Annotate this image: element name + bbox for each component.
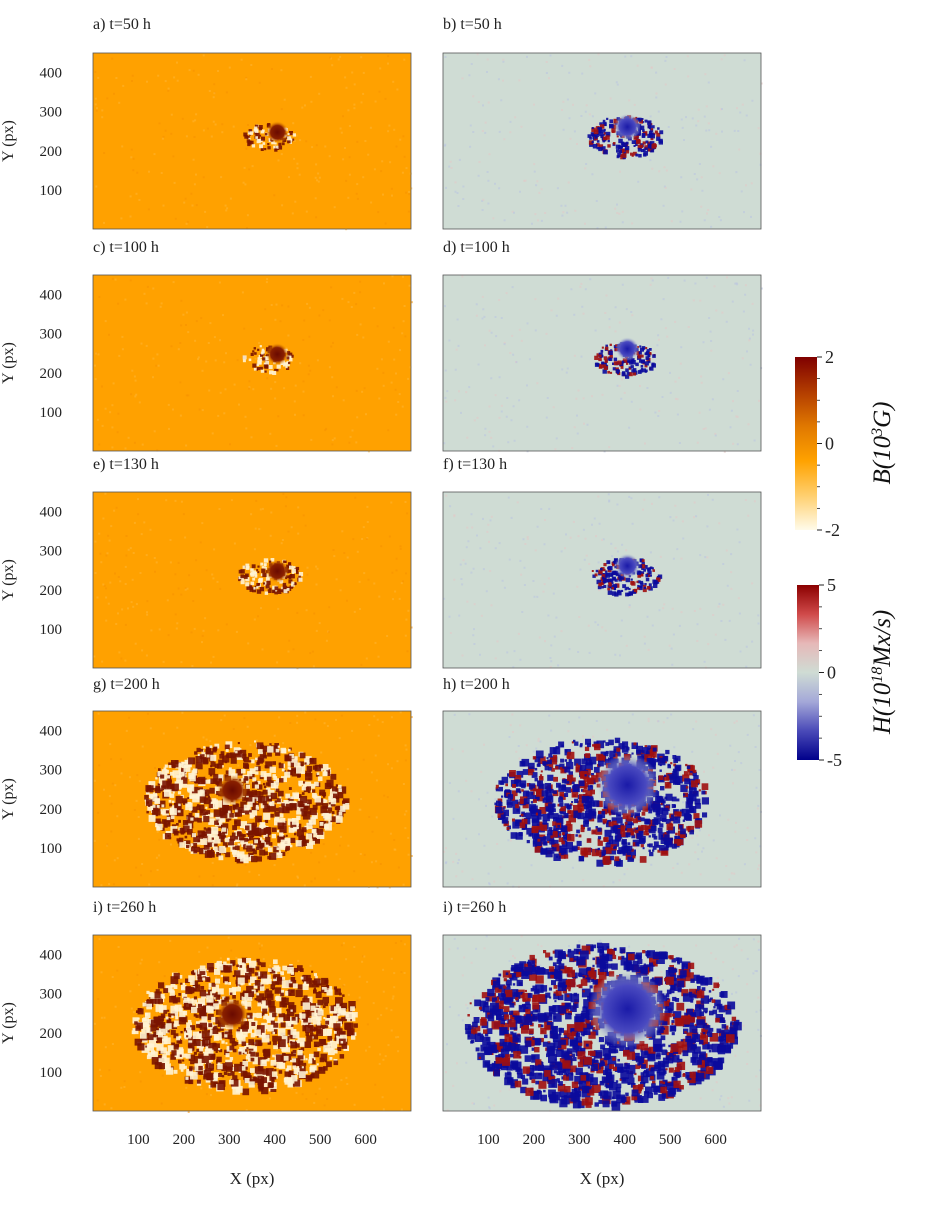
panel-frame (442, 710, 762, 888)
y-tick-label: 300 (40, 105, 63, 121)
x-tick-label: 400 (613, 1132, 636, 1148)
x-tick-label: 200 (523, 1132, 546, 1148)
colorbar-tick-label: 2 (825, 347, 834, 367)
helicity-core (595, 753, 659, 817)
panel-label: i) t=260 h (443, 899, 506, 916)
y-tick-label: 400 (40, 948, 63, 964)
colorbar-tick-label: 5 (827, 575, 836, 595)
colorbar-tick-label: -5 (827, 750, 842, 770)
x-axis-title: X (px) (230, 1169, 275, 1188)
colorbar-tick-label: 0 (825, 434, 834, 454)
panel-4: d) t=100 h (442, 239, 763, 453)
x-tick-label: 600 (354, 1132, 377, 1148)
panel-label: c) t=100 h (93, 239, 159, 256)
y-tick-label: 100 (40, 622, 63, 638)
panel-label: d) t=100 h (443, 239, 510, 256)
x-tick-label: 100 (127, 1132, 150, 1148)
x-tick-label: 300 (218, 1132, 241, 1148)
panel-5: e) t=130 h 100 200 300 400 (40, 456, 413, 670)
panel-frame (92, 934, 412, 1112)
y-tick-label: 100 (40, 841, 63, 857)
y-tick-label: 200 (40, 583, 63, 599)
panel-2: b) t=50 h (442, 16, 763, 230)
colorbar-tick-label: 0 (827, 663, 836, 683)
colorbar-b: 2 0 -2 B(103G) (795, 347, 896, 540)
panel-10: i) t=260 h (442, 899, 762, 1112)
panel-7: g) t=200 h 100 200 300 400 (40, 676, 413, 889)
panel-frame (92, 491, 412, 669)
colorbar-h: 5 0 -5 H(1018Mx/s) (797, 575, 896, 770)
colorbar-h-bar (797, 585, 819, 760)
y-tick-label: 300 (40, 763, 63, 779)
x-axis: 100 200 300 400 500 600 X (px) 100 200 300 400 500 6… (127, 1132, 727, 1188)
panel-3: c) t=100 h 100 200 300 400 (40, 239, 413, 453)
colorbar-h-ticks: 5 0 -5 (819, 575, 842, 770)
panel-frame (92, 274, 412, 452)
helicity-core (614, 553, 641, 579)
sunspot (217, 775, 248, 806)
panel-label: f) t=130 h (443, 456, 507, 473)
y-tick-label: 200 (40, 144, 63, 160)
y-axis-title: Y (px) (0, 342, 17, 384)
panel-frame (442, 274, 762, 452)
y-tick-label: 200 (40, 1026, 63, 1042)
panel-label: a) t=50 h (93, 16, 151, 33)
panel-6: f) t=130 h (442, 456, 762, 669)
sunspot (216, 998, 249, 1030)
panel-frame (442, 52, 762, 230)
panel-frame (92, 710, 412, 888)
y-axis-title: Y (px) (0, 778, 17, 820)
y-axis-title: Y (px) (0, 120, 17, 162)
colorbar-b-label: B(103G) (869, 402, 897, 485)
panel-frame (92, 52, 412, 230)
panel-label: h) t=200 h (443, 676, 510, 693)
panel-label: e) t=130 h (93, 456, 159, 473)
y-axis-title: Y (px) (0, 559, 17, 601)
helicity-core (588, 969, 667, 1048)
colorbar-tick-label: -2 (825, 520, 840, 540)
x-tick-label: 500 (309, 1132, 332, 1148)
sunspot (265, 559, 289, 583)
x-axis-title: X (px) (580, 1169, 625, 1188)
sunspot (266, 120, 289, 144)
y-tick-label: 300 (40, 327, 63, 343)
y-tick-label: 100 (40, 405, 63, 421)
y-tick-label: 400 (40, 288, 63, 304)
x-tick-label: 500 (659, 1132, 682, 1148)
panel-label: b) t=50 h (443, 16, 502, 33)
panel-label: i) t=260 h (93, 899, 156, 916)
panel-frame (442, 934, 762, 1112)
y-tick-label: 400 (40, 724, 63, 740)
panel-grid: a) t=50 h 100 200 300 400 b) t=50 h c) t=100 h… (40, 16, 763, 1113)
panel-label: g) t=200 h (93, 676, 160, 693)
y-tick-label: 100 (40, 1065, 63, 1081)
x-tick-label: 400 (263, 1132, 286, 1148)
panel-9: i) t=260 h 100 200 300 400 (40, 899, 412, 1113)
x-tick-label: 600 (704, 1132, 727, 1148)
colorbar-b-bar (795, 357, 817, 530)
magnetogram-image (93, 275, 411, 451)
x-tick-label: 100 (477, 1132, 500, 1148)
y-axis-title: Y (px) (0, 1002, 17, 1044)
y-tick-label: 200 (40, 802, 63, 818)
colorbar-h-label: H(1018Mx/s) (869, 610, 897, 735)
y-axis-labels: Y (px) Y (px) Y (px) Y (px) Y (px) (0, 120, 17, 1044)
helicity-map-image (443, 53, 761, 229)
y-tick-label: 400 (40, 66, 63, 82)
colorbar-b-ticks: 2 0 -2 (817, 347, 840, 540)
sunspot (266, 342, 289, 366)
panel-8: h) t=200 h (442, 676, 762, 888)
panel-1: a) t=50 h 100 200 300 400 (40, 16, 413, 231)
y-tick-label: 100 (40, 183, 63, 199)
x-tick-label: 200 (173, 1132, 196, 1148)
y-tick-label: 300 (40, 987, 63, 1003)
y-tick-label: 200 (40, 366, 63, 382)
helicity-core (613, 113, 641, 141)
y-tick-label: 400 (40, 505, 63, 521)
panel-frame (442, 491, 762, 669)
y-tick-label: 300 (40, 544, 63, 560)
helicity-core (615, 336, 640, 361)
x-tick-label: 300 (568, 1132, 591, 1148)
